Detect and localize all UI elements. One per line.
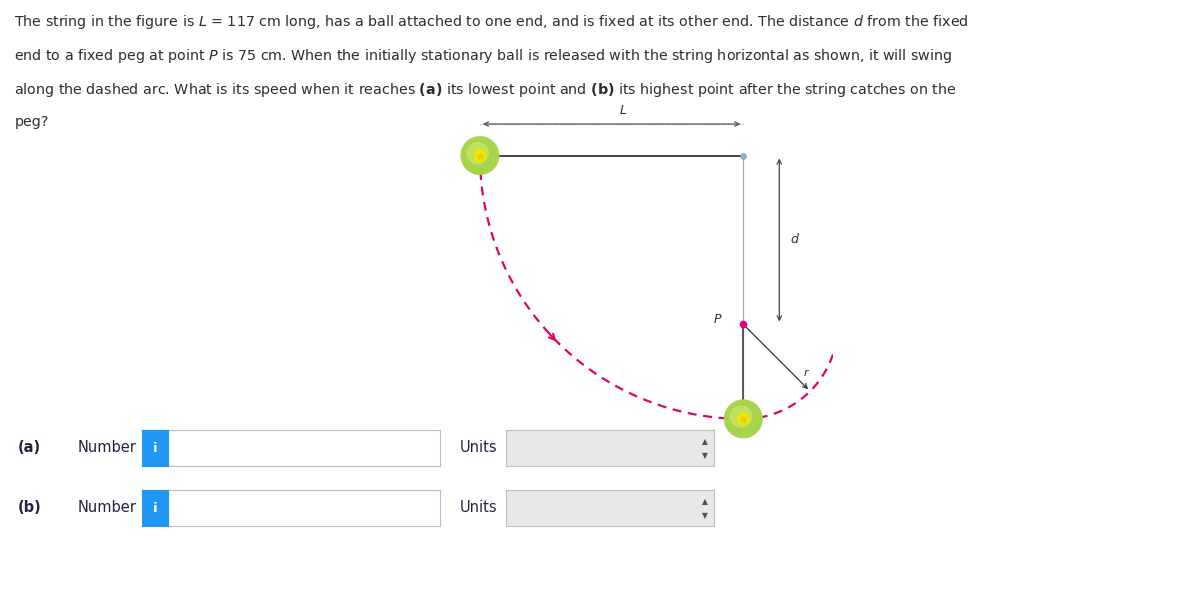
Text: along the dashed arc. What is its speed when it reaches $\mathbf{(a)}$ its lowes: along the dashed arc. What is its speed … <box>14 81 956 100</box>
Text: (b): (b) <box>18 501 42 515</box>
Text: r: r <box>803 368 808 378</box>
Text: The string in the figure is $\it{L}$ = 117 cm long, has a ball attached to one e: The string in the figure is $\it{L}$ = 1… <box>14 13 970 31</box>
Text: Units: Units <box>460 501 498 515</box>
Text: ▼: ▼ <box>702 451 708 461</box>
Text: i: i <box>152 501 157 515</box>
Text: Number: Number <box>78 441 137 455</box>
Circle shape <box>461 137 499 175</box>
Text: L: L <box>619 104 626 117</box>
Text: d: d <box>791 233 798 246</box>
Text: P: P <box>714 313 721 326</box>
Text: ▼: ▼ <box>702 511 708 521</box>
Circle shape <box>738 413 749 425</box>
Circle shape <box>467 143 488 164</box>
Text: (a): (a) <box>18 441 41 455</box>
Text: ▲: ▲ <box>702 497 708 506</box>
Text: peg?: peg? <box>14 115 49 130</box>
Circle shape <box>474 150 486 161</box>
Circle shape <box>731 406 751 427</box>
Text: Units: Units <box>460 441 498 455</box>
Text: i: i <box>152 442 157 455</box>
Text: ▲: ▲ <box>702 437 708 446</box>
Text: end to a fixed peg at point $\it{P}$ is 75 cm. When the initially stationary bal: end to a fixed peg at point $\it{P}$ is … <box>14 47 953 65</box>
Text: Number: Number <box>78 501 137 515</box>
Circle shape <box>724 400 762 438</box>
